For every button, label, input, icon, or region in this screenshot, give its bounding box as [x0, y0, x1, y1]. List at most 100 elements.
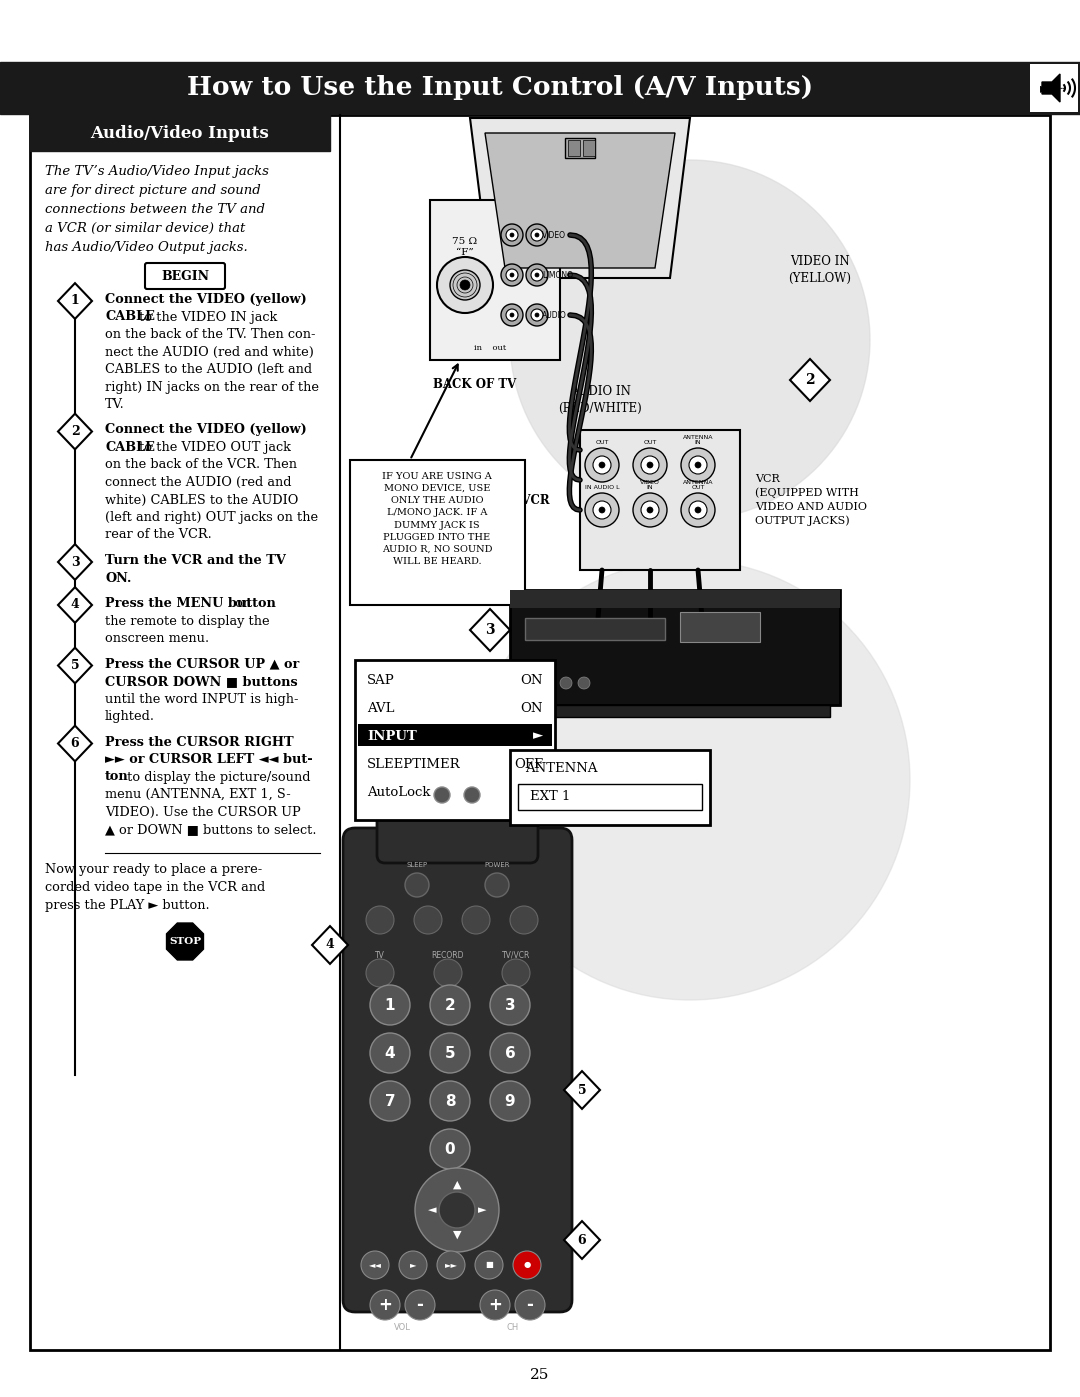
Text: has Audio/Video Output jacks.: has Audio/Video Output jacks.: [45, 242, 247, 254]
Text: 2: 2: [445, 997, 456, 1013]
Circle shape: [434, 958, 462, 988]
Text: L/MONO: L/MONO: [542, 271, 573, 279]
Circle shape: [696, 462, 701, 468]
Text: Connect the VIDEO (yellow): Connect the VIDEO (yellow): [105, 423, 307, 436]
FancyBboxPatch shape: [377, 777, 538, 863]
Text: INPUT: INPUT: [367, 729, 417, 742]
Circle shape: [450, 270, 480, 300]
Circle shape: [593, 502, 611, 520]
Polygon shape: [312, 926, 348, 964]
Text: TV: TV: [375, 950, 384, 960]
Text: 9: 9: [504, 1094, 515, 1108]
Polygon shape: [470, 117, 690, 278]
Circle shape: [599, 507, 605, 513]
Circle shape: [647, 462, 653, 468]
Text: ■: ■: [485, 1260, 492, 1270]
Text: ANTENNA
OUT: ANTENNA OUT: [683, 479, 713, 490]
Text: VIDEO
IN: VIDEO IN: [640, 479, 660, 490]
Text: Press the MENU button: Press the MENU button: [105, 597, 275, 610]
Text: +: +: [488, 1296, 502, 1315]
Text: ►: ►: [477, 1206, 486, 1215]
Circle shape: [510, 161, 870, 520]
Text: IF YOU ARE USING A
MONO DEVICE, USE
ONLY THE AUDIO
L/MONO JACK. IF A
DUMMY JACK : IF YOU ARE USING A MONO DEVICE, USE ONLY…: [381, 472, 492, 566]
Circle shape: [535, 233, 539, 237]
Circle shape: [414, 907, 442, 935]
Text: CABLES to the AUDIO (left and: CABLES to the AUDIO (left and: [105, 363, 312, 376]
Text: 3: 3: [70, 556, 79, 569]
Text: BEGIN: BEGIN: [161, 270, 210, 282]
Bar: [580, 430, 740, 570]
Circle shape: [501, 264, 523, 286]
Circle shape: [464, 787, 480, 803]
Text: ANTENNA
IN: ANTENNA IN: [683, 434, 713, 446]
Text: 4: 4: [384, 1045, 395, 1060]
Circle shape: [399, 1250, 427, 1280]
Polygon shape: [58, 545, 92, 580]
Text: ►►: ►►: [445, 1260, 458, 1270]
Bar: [680, 612, 760, 643]
Circle shape: [526, 305, 548, 326]
Bar: [357, 724, 552, 746]
Text: lighted.: lighted.: [105, 710, 156, 724]
Circle shape: [370, 1081, 410, 1120]
Text: AUDIO: AUDIO: [542, 310, 567, 320]
Circle shape: [361, 1250, 389, 1280]
Text: 1: 1: [384, 997, 395, 1013]
Circle shape: [515, 1289, 545, 1320]
Text: Audio/Video Inputs: Audio/Video Inputs: [91, 124, 269, 141]
Circle shape: [405, 1289, 435, 1320]
Circle shape: [480, 1289, 510, 1320]
Circle shape: [642, 455, 659, 474]
Circle shape: [585, 493, 619, 527]
Bar: [510, 590, 840, 608]
Circle shape: [438, 1192, 475, 1228]
Circle shape: [689, 502, 707, 520]
Circle shape: [490, 1081, 530, 1120]
Text: ▲: ▲: [453, 1180, 461, 1190]
Text: on the back of the TV. Then con-: on the back of the TV. Then con-: [105, 328, 315, 341]
Text: CH: CH: [507, 1323, 519, 1331]
Text: RECORD: RECORD: [432, 950, 464, 960]
Text: 3: 3: [485, 623, 495, 637]
Text: ►► or CURSOR LEFT ◄◄ but-: ►► or CURSOR LEFT ◄◄ but-: [105, 753, 313, 766]
Text: menu (ANTENNA, EXT 1, S-: menu (ANTENNA, EXT 1, S-: [105, 788, 291, 800]
Circle shape: [561, 678, 572, 689]
Text: Turn the VCR and the TV: Turn the VCR and the TV: [105, 555, 286, 567]
Text: 1: 1: [70, 295, 79, 307]
Text: VIDEO). Use the CURSOR UP: VIDEO). Use the CURSOR UP: [105, 806, 300, 819]
Text: connect the AUDIO (red and: connect the AUDIO (red and: [105, 476, 292, 489]
Circle shape: [434, 787, 450, 803]
Text: are for direct picture and sound: are for direct picture and sound: [45, 184, 260, 197]
Circle shape: [599, 462, 605, 468]
Bar: [1030, 64, 1078, 112]
Text: SLEEPTIMER: SLEEPTIMER: [367, 757, 461, 771]
Text: corded video tape in the VCR and: corded video tape in the VCR and: [45, 880, 266, 894]
Text: ON: ON: [521, 701, 543, 714]
Circle shape: [462, 907, 490, 935]
Bar: [583, 140, 595, 156]
Circle shape: [507, 270, 518, 281]
Circle shape: [370, 1032, 410, 1073]
Text: ▼: ▼: [453, 1229, 461, 1241]
Text: onscreen menu.: onscreen menu.: [105, 631, 210, 645]
Polygon shape: [564, 1221, 600, 1259]
Text: How to Use the Input Control (A/V Inputs): How to Use the Input Control (A/V Inputs…: [187, 75, 813, 101]
Circle shape: [510, 272, 514, 277]
Circle shape: [696, 507, 701, 513]
Circle shape: [633, 448, 667, 482]
Circle shape: [370, 985, 410, 1025]
Circle shape: [513, 1250, 541, 1280]
Text: AutoLock: AutoLock: [367, 785, 431, 799]
Text: 0: 0: [445, 1141, 456, 1157]
Circle shape: [501, 305, 523, 326]
Text: OUT: OUT: [595, 440, 609, 446]
Circle shape: [460, 279, 470, 291]
Circle shape: [531, 309, 543, 321]
Text: 5: 5: [445, 1045, 456, 1060]
Polygon shape: [564, 1071, 600, 1109]
Text: a VCR (or similar device) that: a VCR (or similar device) that: [45, 222, 245, 235]
Circle shape: [689, 455, 707, 474]
Text: press the PLAY ► button.: press the PLAY ► button.: [45, 898, 210, 911]
Text: AVL: AVL: [367, 701, 394, 714]
Text: in    out: in out: [474, 344, 507, 352]
